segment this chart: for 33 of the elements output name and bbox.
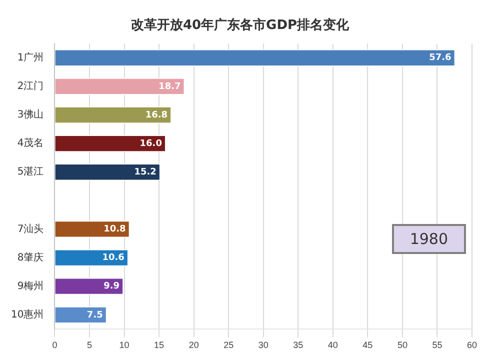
- chart-title: 改革开放40年广东各市GDP排名变化: [130, 17, 350, 34]
- y-tick-label: 8肇庆: [17, 251, 44, 264]
- x-tick-label: 40: [328, 340, 338, 350]
- x-tick-label: 45: [362, 340, 373, 350]
- data-label: 16.0: [140, 138, 162, 149]
- data-label: 10.6: [102, 253, 124, 264]
- y-tick-label: 3佛山: [17, 108, 44, 121]
- x-tick-label: 10: [119, 340, 130, 350]
- annotation: 1980: [392, 224, 466, 254]
- y-tick-label: 10惠州: [10, 308, 44, 321]
- x-tick-label: 60: [466, 340, 478, 350]
- data-label: 15.2: [134, 167, 156, 178]
- data-label: 18.7: [158, 82, 181, 92]
- x-tick-label: 50: [397, 340, 408, 350]
- x-tick-label: 30: [258, 340, 268, 350]
- data-label: 57.6: [429, 53, 452, 64]
- x-tick-label: 35: [293, 340, 304, 350]
- data-label: 7.5: [86, 310, 103, 320]
- x-tick-label: 0: [52, 340, 58, 350]
- data-label: 9.9: [104, 282, 120, 292]
- x-tick-label: 25: [224, 340, 234, 350]
- y-tick-label: 1广州: [17, 51, 44, 64]
- x-tick-label: 5: [86, 340, 92, 350]
- data-label: 16.8: [145, 110, 168, 120]
- y-tick-label: 4茂名: [17, 137, 44, 150]
- y-tick-label: 7汕头: [17, 222, 44, 235]
- y-tick-label: 2江门: [17, 80, 44, 92]
- data-label: 10.8: [104, 224, 126, 235]
- y-tick-label: 5湛江: [17, 166, 44, 178]
- x-tick-label: 15: [154, 340, 164, 350]
- y-tick-label: 9梅州: [17, 280, 44, 292]
- x-tick-label: 55: [432, 340, 442, 350]
- x-tick-label: 20: [188, 340, 199, 350]
